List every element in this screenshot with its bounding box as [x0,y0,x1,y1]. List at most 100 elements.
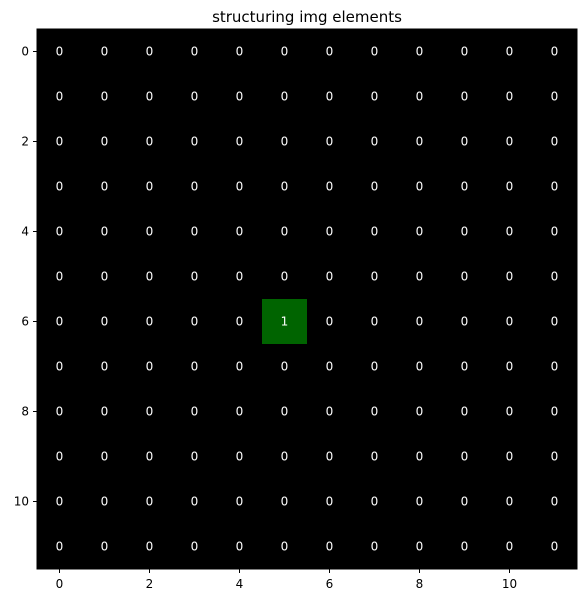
cell-value-label: 0 [461,405,469,419]
heatmap-cell [262,524,308,570]
heatmap-cell [172,254,218,300]
cell-value-label: 0 [506,495,514,509]
cell-value-label: 0 [236,495,244,509]
heatmap-cell [532,119,578,165]
heatmap-cell [217,524,263,570]
heatmap-cell [532,434,578,480]
heatmap-cell [37,74,83,120]
heatmap-cell [217,434,263,480]
heatmap-cell [127,389,173,435]
cell-value-label: 0 [326,360,334,374]
heatmap-cell [352,254,398,300]
cell-value-label: 0 [191,360,199,374]
chart-title: structuring img elements [212,8,402,26]
heatmap-cell [262,164,308,210]
cell-value-label: 0 [551,450,559,464]
heatmap-cell [532,254,578,300]
heatmap-cell [442,524,488,570]
heatmap-cell [217,119,263,165]
cell-value-label: 0 [236,45,244,59]
heatmap-cell [217,299,263,345]
cell-value-label: 0 [461,315,469,329]
cell-value-label: 0 [506,225,514,239]
cell-value-label: 0 [191,405,199,419]
heatmap-cell [172,524,218,570]
cell-value-label: 0 [146,135,154,149]
cell-value-label: 0 [326,135,334,149]
heatmap-cell [307,344,353,390]
heatmap-cell [307,119,353,165]
cell-value-label: 0 [506,180,514,194]
cell-value-label: 0 [236,405,244,419]
heatmap-cell [37,299,83,345]
cell-value-label: 1 [281,315,289,329]
cell-value-label: 0 [281,45,289,59]
y-tick-label: 10 [14,495,29,509]
heatmap-cell [127,344,173,390]
heatmap-cell [532,299,578,345]
heatmap-cell [487,299,533,345]
heatmap-cell [127,524,173,570]
heatmap-cell [37,164,83,210]
cell-value-label: 0 [416,135,424,149]
cell-value-label: 0 [416,180,424,194]
cell-value-label: 0 [461,180,469,194]
heatmap-cell [397,434,443,480]
cell-value-label: 0 [281,180,289,194]
cell-value-label: 0 [236,135,244,149]
cell-value-label: 0 [191,90,199,104]
heatmap-cell [532,74,578,120]
heatmap-cell [442,164,488,210]
cell-value-label: 0 [551,405,559,419]
cell-value-label: 0 [551,45,559,59]
cell-value-label: 0 [326,315,334,329]
cell-value-label: 0 [191,450,199,464]
cell-value-label: 0 [101,135,109,149]
heatmap-cell [172,479,218,525]
heatmap-cell [487,29,533,75]
cell-value-label: 0 [236,225,244,239]
cell-value-label: 0 [56,315,64,329]
heatmap-cell [487,344,533,390]
cell-value-label: 0 [326,180,334,194]
cell-value-label: 0 [101,495,109,509]
heatmap-cell [262,119,308,165]
heatmap-cell [352,209,398,255]
heatmap-cell [127,74,173,120]
heatmap-cell [352,74,398,120]
cell-value-label: 0 [461,450,469,464]
cell-value-label: 0 [281,495,289,509]
heatmap-cell [37,119,83,165]
heatmap-cell [442,254,488,300]
heatmap-cell [82,164,128,210]
heatmap-cell [37,254,83,300]
heatmap-cell [487,119,533,165]
cell-value-label: 0 [371,540,379,554]
heatmap-cell [217,209,263,255]
heatmap-cell [37,434,83,480]
cell-value-label: 0 [56,45,64,59]
cell-value-label: 0 [56,180,64,194]
heatmap-cell [82,29,128,75]
cell-value-label: 0 [281,90,289,104]
heatmap-cell [217,344,263,390]
cell-value-label: 0 [191,270,199,284]
heatmap-cell [82,74,128,120]
heatmap-cell [172,164,218,210]
heatmap-cell [82,119,128,165]
heatmap-cell [37,479,83,525]
heatmap-cell [82,479,128,525]
cell-value-label: 0 [371,90,379,104]
cell-value-label: 0 [461,360,469,374]
cell-value-label: 0 [146,540,154,554]
cell-value-label: 0 [326,225,334,239]
heatmap-cell [172,434,218,480]
cell-value-label: 0 [146,450,154,464]
heatmap-cell [442,119,488,165]
heatmap-cell [217,164,263,210]
heatmap-cell [307,254,353,300]
heatmap-cell-labels: 0 0 0 0 0 0 0 0 0 0 0 0 0 0 0 0 0 0 0 0 0 0 0 0 0 0 0 0 0 0 0 0 0 0 0 0 0 0 0 0… [56,45,559,554]
cell-value-label: 0 [236,360,244,374]
heatmap-cell [532,164,578,210]
heatmap-cell [487,524,533,570]
